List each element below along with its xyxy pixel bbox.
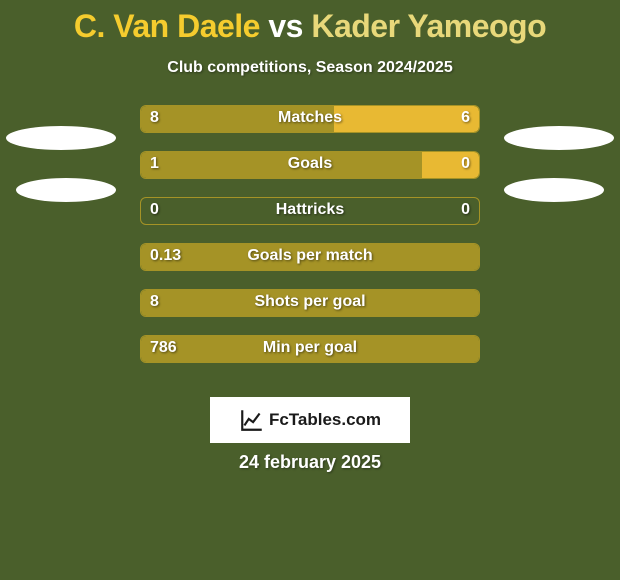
metric-label: Goals per match xyxy=(140,247,480,265)
comparison-title: C. Van Daele vs Kader Yameogo xyxy=(0,0,620,45)
stat-row: 10Goals xyxy=(0,151,620,181)
metric-label: Matches xyxy=(140,109,480,127)
watermark-logo: FcTables.com xyxy=(210,397,410,443)
vs-text: vs xyxy=(268,8,303,44)
player1-name: C. Van Daele xyxy=(74,8,260,44)
stat-row: 0.13Goals per match xyxy=(0,243,620,273)
stat-row: 8Shots per goal xyxy=(0,289,620,319)
metric-label: Goals xyxy=(140,155,480,173)
chart-icon xyxy=(239,407,265,433)
metric-label: Min per goal xyxy=(140,339,480,357)
watermark-text: FcTables.com xyxy=(269,410,381,430)
metric-label: Shots per goal xyxy=(140,293,480,311)
stat-row: 86Matches xyxy=(0,105,620,135)
comparison-chart: 86Matches 10Goals 00Hattricks 0.13Goals per… xyxy=(0,105,620,365)
stat-row: 00Hattricks xyxy=(0,197,620,227)
date-label: 24 february 2025 xyxy=(0,452,620,473)
stat-row: 786Min per goal xyxy=(0,335,620,365)
metric-label: Hattricks xyxy=(140,201,480,219)
subtitle: Club competitions, Season 2024/2025 xyxy=(0,59,620,77)
player2-name: Kader Yameogo xyxy=(311,8,546,44)
